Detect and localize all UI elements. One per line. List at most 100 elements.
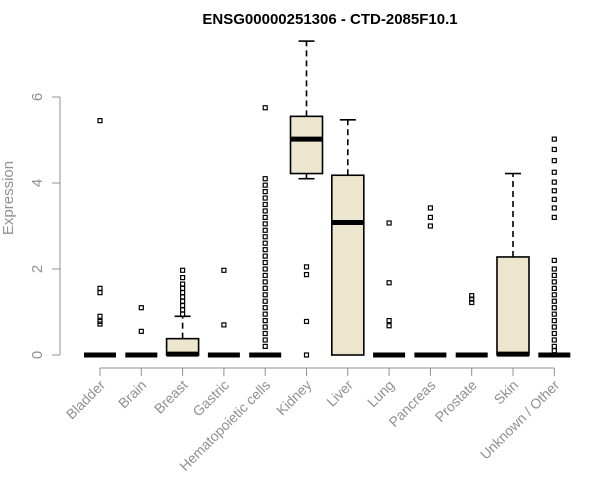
outlier-point: [262, 279, 268, 285]
box-liver: [330, 118, 365, 356]
outlier-point: [262, 311, 268, 317]
box-body: [496, 256, 530, 356]
outlier-point: [180, 267, 186, 273]
y-tick-label: 2: [29, 265, 46, 273]
outlier-point: [551, 205, 557, 211]
outlier-point: [262, 324, 268, 330]
outlier-point: [551, 196, 557, 202]
outlier-point: [221, 267, 227, 273]
outlier-point: [551, 266, 557, 272]
outlier-point: [262, 253, 268, 259]
outlier-point: [551, 214, 557, 220]
outlier-point: [262, 318, 268, 324]
outlier-point: [262, 182, 268, 188]
outlier-point: [551, 285, 557, 291]
outlier-point: [551, 257, 557, 263]
box-prostate: [455, 293, 488, 358]
y-tick-label: 0: [29, 351, 46, 359]
outlier-point: [262, 305, 268, 311]
outlier-point: [551, 337, 557, 343]
x-tick-label-skin: Skin: [491, 377, 522, 408]
box-brain: [125, 305, 158, 358]
box-lung: [373, 220, 406, 358]
outlier-point: [97, 118, 103, 124]
outlier-point: [551, 324, 557, 330]
outlier-point: [180, 281, 186, 287]
outlier-point: [262, 266, 268, 272]
outlier-point: [386, 323, 392, 329]
outlier-point: [97, 321, 103, 327]
outlier-point: [262, 259, 268, 266]
outlier-point: [262, 285, 268, 291]
outlier-point: [551, 188, 557, 194]
outlier-point: [551, 158, 557, 164]
outlier-point: [262, 195, 268, 201]
y-axis: 0 2 4 6: [29, 93, 61, 359]
box-kidney: [289, 40, 324, 358]
outlier-point: [138, 305, 144, 311]
outlier-point: [180, 275, 186, 281]
outlier-point: [551, 292, 557, 298]
outlier-point: [262, 337, 268, 343]
outlier-point: [180, 302, 186, 309]
outlier-point: [180, 290, 186, 296]
outlier-point: [303, 352, 310, 358]
outlier-point: [262, 105, 268, 111]
outlier-point: [180, 285, 186, 291]
outlier-point: [551, 136, 557, 142]
outlier-point: [551, 311, 557, 317]
outlier-point: [97, 285, 103, 291]
outlier-point: [262, 292, 268, 298]
outlier-point: [262, 208, 268, 214]
x-tick-label-brain: Brain: [115, 377, 149, 411]
outlier-point: [262, 227, 268, 233]
outlier-point: [262, 234, 268, 240]
outlier-point: [262, 189, 268, 195]
x-tick-label-kidney: Kidney: [273, 377, 315, 419]
box-hematopoietic-cells: [249, 105, 282, 358]
outlier-point: [303, 264, 310, 270]
outlier-point: [427, 214, 433, 220]
box-breast: [165, 267, 200, 357]
box-body: [330, 174, 365, 356]
outlier-point: [262, 298, 268, 304]
x-tick-label-lung: Lung: [364, 377, 397, 410]
outlier-point: [262, 330, 268, 337]
outlier-point: [551, 279, 557, 285]
outlier-point: [221, 322, 227, 328]
outlier-point: [262, 272, 268, 279]
outlier-point: [262, 214, 268, 220]
x-tick-label-bladder: Bladder: [63, 377, 109, 423]
outlier-point: [180, 311, 186, 317]
outlier-point: [427, 205, 433, 211]
outlier-point: [138, 328, 144, 334]
outlier-point: [427, 223, 433, 229]
outlier-point: [262, 201, 268, 208]
outlier-point: [262, 247, 268, 253]
y-axis-label: Expression: [0, 161, 17, 235]
outlier-point: [303, 318, 310, 325]
outlier-point: [262, 240, 268, 246]
chart-title: ENSG00000251306 - CTD-2085F10.1: [202, 11, 457, 28]
x-tick-label-prostate: Prostate: [432, 377, 480, 425]
y-tick-label: 6: [29, 93, 46, 101]
outlier-point: [180, 307, 186, 313]
box-bladder: [84, 118, 116, 358]
outlier-point: [551, 305, 557, 311]
boxes-group: [84, 40, 571, 358]
outlier-point: [386, 280, 392, 286]
outlier-point: [262, 221, 268, 227]
outlier-point: [551, 348, 557, 354]
box-unknown-other: [538, 136, 571, 358]
outlier-point: [97, 290, 103, 296]
outlier-point: [551, 146, 557, 153]
outlier-point: [551, 272, 557, 279]
box-body: [289, 115, 324, 175]
x-tick-label-breast: Breast: [151, 377, 191, 417]
outlier-point: [386, 318, 392, 324]
outlier-point: [469, 299, 475, 306]
outlier-point: [386, 220, 392, 226]
outlier-point: [262, 343, 268, 349]
